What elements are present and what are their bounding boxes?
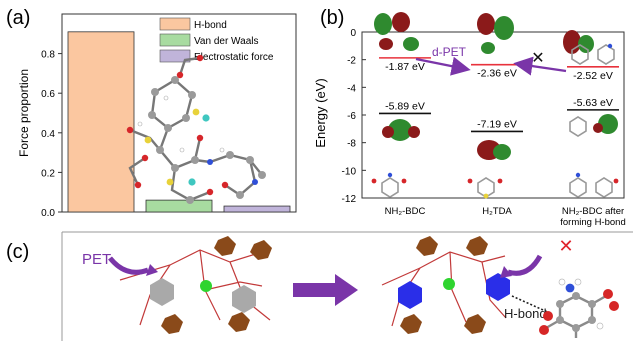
transition-arrow: [293, 274, 358, 306]
y-tick-label: -2: [347, 56, 356, 67]
panel-b-label: (b): [320, 7, 344, 29]
x-category-label: H₂TDA: [482, 206, 512, 217]
y-tick-label: -10: [342, 166, 357, 177]
x-category-label: NH₂-BDC: [385, 206, 426, 217]
panel-a-chart: 0.0 0.2 0.4 0.6 0.8 Force proportion H-bond V…: [17, 13, 297, 219]
lumo-energy-label: -1.87 eV: [385, 61, 425, 73]
y-tick-label: -12: [342, 194, 357, 205]
x-category-label: forming H-bond: [560, 217, 625, 228]
panel-a-legend: H-bond Van der Waals Electrostatic force: [159, 17, 274, 63]
d-pet-label: d-PET: [432, 45, 467, 59]
nh2-bdc-molecule: [539, 278, 619, 338]
bar-electrostatic-force: [223, 205, 291, 213]
legend-label: Van der Waals: [194, 36, 258, 47]
lumo-energy-label: -2.36 eV: [477, 68, 517, 80]
blocked-pet-mark: ✕: [558, 236, 573, 256]
legend-swatch: [159, 33, 191, 47]
h-bond-line: [511, 295, 553, 315]
d-pet-arrow: [415, 56, 471, 76]
homo-energy-label: -5.63 eV: [573, 97, 613, 109]
legend-label: H-bond: [194, 20, 227, 31]
blocked-transfer-arrow: [513, 56, 567, 76]
orbital-images: [371, 12, 619, 199]
y-tick-label: -8: [347, 139, 356, 150]
panel-b-ylabel: Energy (eV): [313, 78, 328, 147]
pet-arrow: [108, 256, 149, 275]
bar-van-der-waals: [145, 199, 213, 213]
y-tick-label: 0: [350, 28, 356, 39]
y-tick-label: -6: [347, 111, 356, 122]
h-bond-label: H-bond: [504, 306, 547, 321]
lumo-energy-label: -2.52 eV: [573, 70, 613, 82]
x-category-label: NH₂-BDC after: [562, 206, 624, 217]
blocked-cross-mark: ✕: [531, 50, 544, 67]
y-tick-label: 0.6: [41, 89, 55, 100]
panel-a-label: (a): [6, 7, 30, 29]
panel-c-frame: [61, 231, 633, 341]
mof-structure-before: [119, 236, 272, 334]
homo-energy-label: -7.19 eV: [477, 118, 517, 130]
homo-energy-label: -5.89 eV: [385, 100, 425, 112]
mof-structure-after: [381, 236, 510, 334]
blocked-pet-arrow: [507, 254, 543, 276]
y-tick-label: -4: [347, 83, 356, 94]
panel-c-label: (c): [6, 241, 29, 263]
panel-b-chart: 0 -2 -4 -6 -8 -10 -12 -1.87 eV -2.36 eV -2.52 eV…: [313, 12, 626, 228]
molecule-cluster-image: [126, 54, 266, 204]
legend-label: Electrostatic force: [194, 52, 274, 63]
panel-a-ylabel: Force proportion: [17, 69, 31, 157]
panel-b-axes-frame: [361, 31, 625, 199]
y-tick-label: 0.0: [41, 208, 55, 219]
legend-swatch: [159, 17, 191, 31]
legend-swatch: [159, 49, 191, 63]
bar-h-bond: [67, 31, 135, 213]
pet-label: PET: [82, 251, 111, 268]
y-tick-label: 0.8: [41, 50, 55, 61]
y-tick-label: 0.4: [41, 129, 55, 140]
y-tick-label: 0.2: [41, 168, 55, 179]
